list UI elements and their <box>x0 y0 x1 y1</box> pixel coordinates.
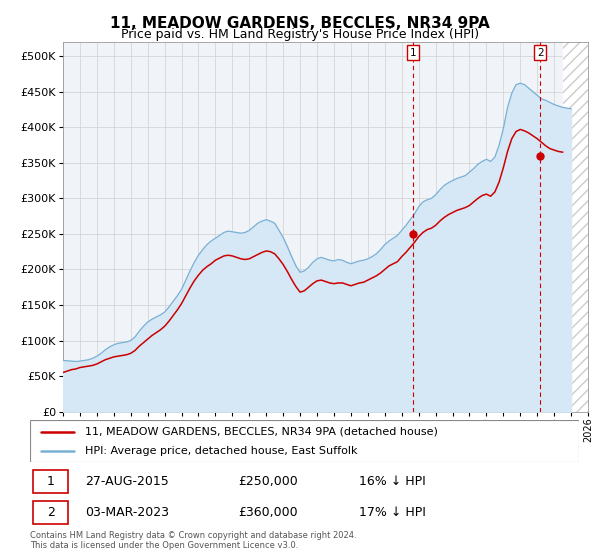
Text: Price paid vs. HM Land Registry's House Price Index (HPI): Price paid vs. HM Land Registry's House … <box>121 28 479 41</box>
Text: 17% ↓ HPI: 17% ↓ HPI <box>359 506 426 519</box>
FancyBboxPatch shape <box>30 420 579 462</box>
Text: 2: 2 <box>537 48 544 58</box>
Text: 1: 1 <box>47 475 55 488</box>
Text: 11, MEADOW GARDENS, BECCLES, NR34 9PA: 11, MEADOW GARDENS, BECCLES, NR34 9PA <box>110 16 490 31</box>
Text: 1: 1 <box>409 48 416 58</box>
Text: 16% ↓ HPI: 16% ↓ HPI <box>359 475 426 488</box>
FancyBboxPatch shape <box>33 501 68 524</box>
Text: 03-MAR-2023: 03-MAR-2023 <box>85 506 169 519</box>
Text: £250,000: £250,000 <box>239 475 298 488</box>
Text: Contains HM Land Registry data © Crown copyright and database right 2024.: Contains HM Land Registry data © Crown c… <box>30 531 356 540</box>
FancyBboxPatch shape <box>33 470 68 493</box>
Text: This data is licensed under the Open Government Licence v3.0.: This data is licensed under the Open Gov… <box>30 541 298 550</box>
Text: 2: 2 <box>47 506 55 519</box>
Text: 27-AUG-2015: 27-AUG-2015 <box>85 475 169 488</box>
Text: HPI: Average price, detached house, East Suffolk: HPI: Average price, detached house, East… <box>85 446 358 456</box>
Text: 11, MEADOW GARDENS, BECCLES, NR34 9PA (detached house): 11, MEADOW GARDENS, BECCLES, NR34 9PA (d… <box>85 427 438 437</box>
Text: £360,000: £360,000 <box>239 506 298 519</box>
